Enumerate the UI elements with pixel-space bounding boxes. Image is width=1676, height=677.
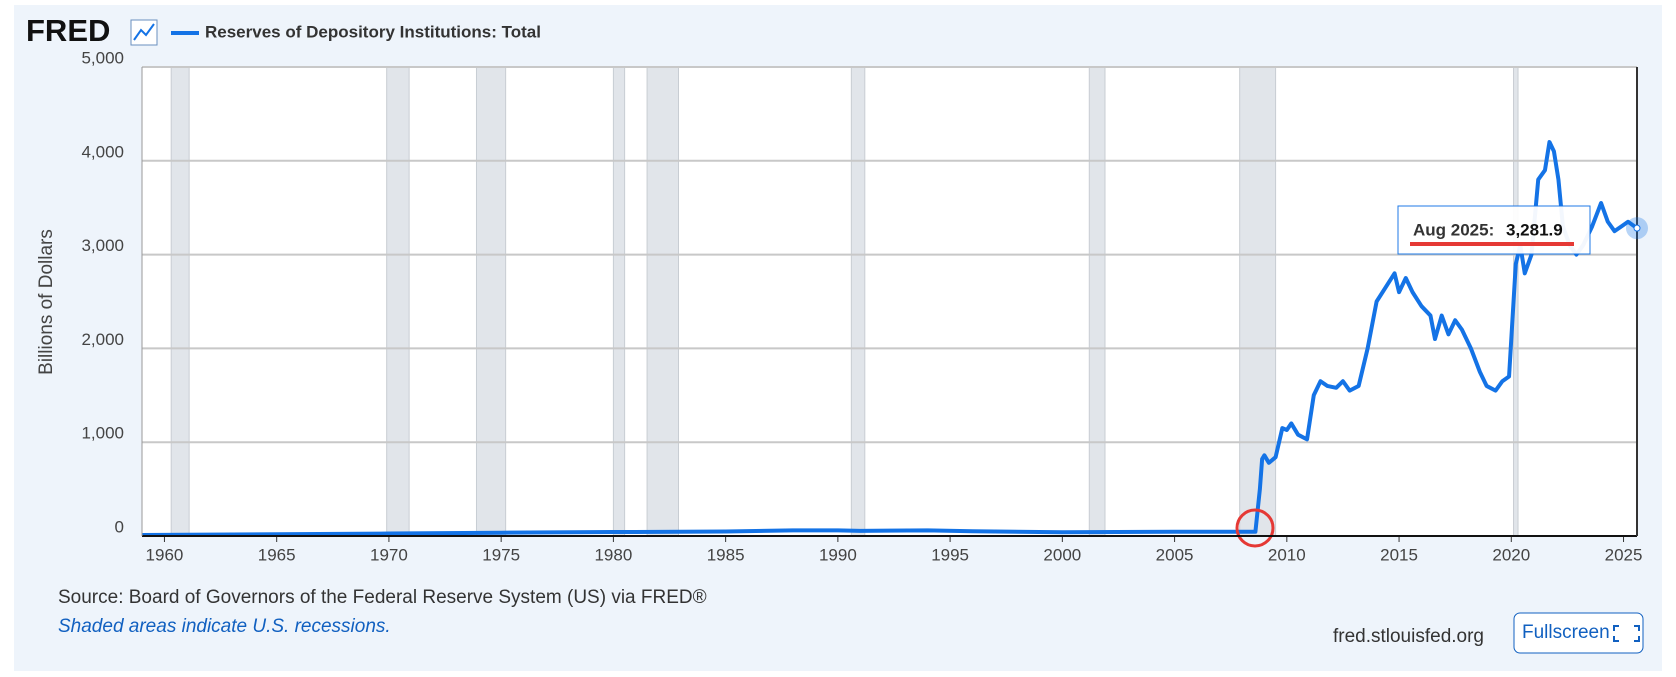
recession-band xyxy=(850,66,866,537)
recession-band xyxy=(1239,66,1277,537)
fullscreen-button[interactable] xyxy=(1513,612,1644,654)
series-line xyxy=(141,140,1639,537)
x-tick-label: 2005 xyxy=(1156,545,1194,564)
logo: FRED xyxy=(26,13,110,48)
y-tick-label: 4,000 xyxy=(81,142,124,161)
x-tick-label: 1990 xyxy=(819,545,857,564)
plot-area xyxy=(142,67,1637,536)
tooltip-value: 3,281.9 xyxy=(1506,220,1563,239)
y-tick-label: 2,000 xyxy=(81,330,124,349)
y-tick-label: 0 xyxy=(115,517,124,536)
fullscreen-label[interactable]: Fullscreen xyxy=(1522,622,1610,643)
y-axis-label: Billions of Dollars xyxy=(36,229,57,375)
x-tick-label: 2020 xyxy=(1492,545,1530,564)
y-tick-label: 5,000 xyxy=(81,48,124,67)
x-tick-label: 1960 xyxy=(146,545,184,564)
tooltip-label: Aug 2025: xyxy=(1413,220,1494,239)
x-tick-label: 1975 xyxy=(482,545,520,564)
source: Source: Board of Governors of the Federa… xyxy=(58,587,707,608)
x-tick-label: 1970 xyxy=(370,545,408,564)
recession-band xyxy=(646,66,679,537)
fullscreen-icon[interactable] xyxy=(1613,625,1640,642)
x-tick-label: 1985 xyxy=(707,545,745,564)
hover-point xyxy=(1633,224,1641,232)
x-tick-label: 1995 xyxy=(931,545,969,564)
recession-band xyxy=(475,66,507,537)
note: Shaded areas indicate U.S. recessions. xyxy=(58,616,391,637)
x-tick-label: 2000 xyxy=(1043,545,1081,564)
recession-band xyxy=(386,66,410,537)
x-tick-label: 2015 xyxy=(1380,545,1418,564)
site: fred.stlouisfed.org xyxy=(1333,626,1484,647)
recession-band xyxy=(612,66,626,537)
highlight-circle xyxy=(1235,508,1275,548)
recession-band xyxy=(1088,66,1106,537)
x-tick-label: 1980 xyxy=(594,545,632,564)
x-tick-label: 1965 xyxy=(258,545,296,564)
x-tick-label: 2025 xyxy=(1605,545,1643,564)
legend-label: Reserves of Depository Institutions: Tot… xyxy=(205,22,541,41)
y-tick-label: 3,000 xyxy=(81,236,124,255)
recession-band xyxy=(170,66,190,537)
logo-icon-line xyxy=(133,23,155,41)
x-tick-label: 2010 xyxy=(1268,545,1306,564)
y-tick-label: 1,000 xyxy=(81,424,124,443)
